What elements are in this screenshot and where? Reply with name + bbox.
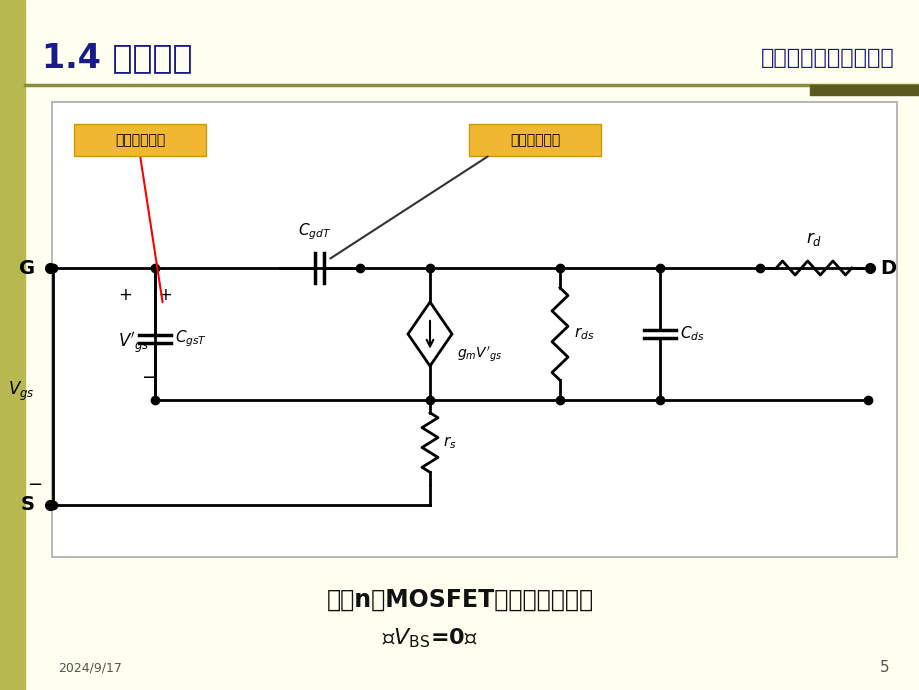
Text: 5: 5 [879, 660, 889, 676]
Text: D: D [879, 259, 895, 277]
Text: 1.4 频率特性: 1.4 频率特性 [42, 41, 192, 75]
FancyBboxPatch shape [74, 124, 206, 156]
Text: 完整的小信号等效电路: 完整的小信号等效电路 [760, 48, 894, 68]
Bar [0, 0, 25, 690]
Text: $r_{ds}$: $r_{ds}$ [573, 326, 594, 342]
Text: 2024/9/17: 2024/9/17 [58, 662, 121, 675]
Text: −: − [142, 368, 158, 388]
Bar [52, 102, 896, 557]
FancyBboxPatch shape [469, 124, 600, 156]
Text: S: S [21, 495, 35, 515]
Text: $V'_{gs}$: $V'_{gs}$ [119, 331, 150, 355]
Text: +: + [118, 286, 131, 304]
Text: $C_{gsT}$: $C_{gsT}$ [175, 328, 207, 349]
Text: （$V_{\mathrm{BS}}$=0）: （$V_{\mathrm{BS}}$=0） [381, 627, 477, 650]
Text: $g_m V'_{gs}$: $g_m V'_{gs}$ [457, 344, 502, 364]
Text: 总的栊漏电容: 总的栊漏电容 [509, 133, 560, 147]
Text: $r_s$: $r_s$ [443, 434, 456, 451]
Text: $V_{gs}$: $V_{gs}$ [8, 380, 35, 403]
Text: −: − [28, 476, 42, 494]
Text: 总的栊源电容: 总的栊源电容 [115, 133, 165, 147]
Text: $r_d$: $r_d$ [805, 230, 822, 248]
Text: +: + [158, 286, 172, 304]
Text: $C_{ds}$: $C_{ds}$ [679, 325, 704, 344]
Text: G: G [19, 259, 35, 277]
Bar [809, 85, 919, 95]
Text: $C_{gdT}$: $C_{gdT}$ [298, 221, 332, 242]
Text: 共源n沟MOSFET小信号等效电路: 共源n沟MOSFET小信号等效电路 [326, 588, 593, 612]
